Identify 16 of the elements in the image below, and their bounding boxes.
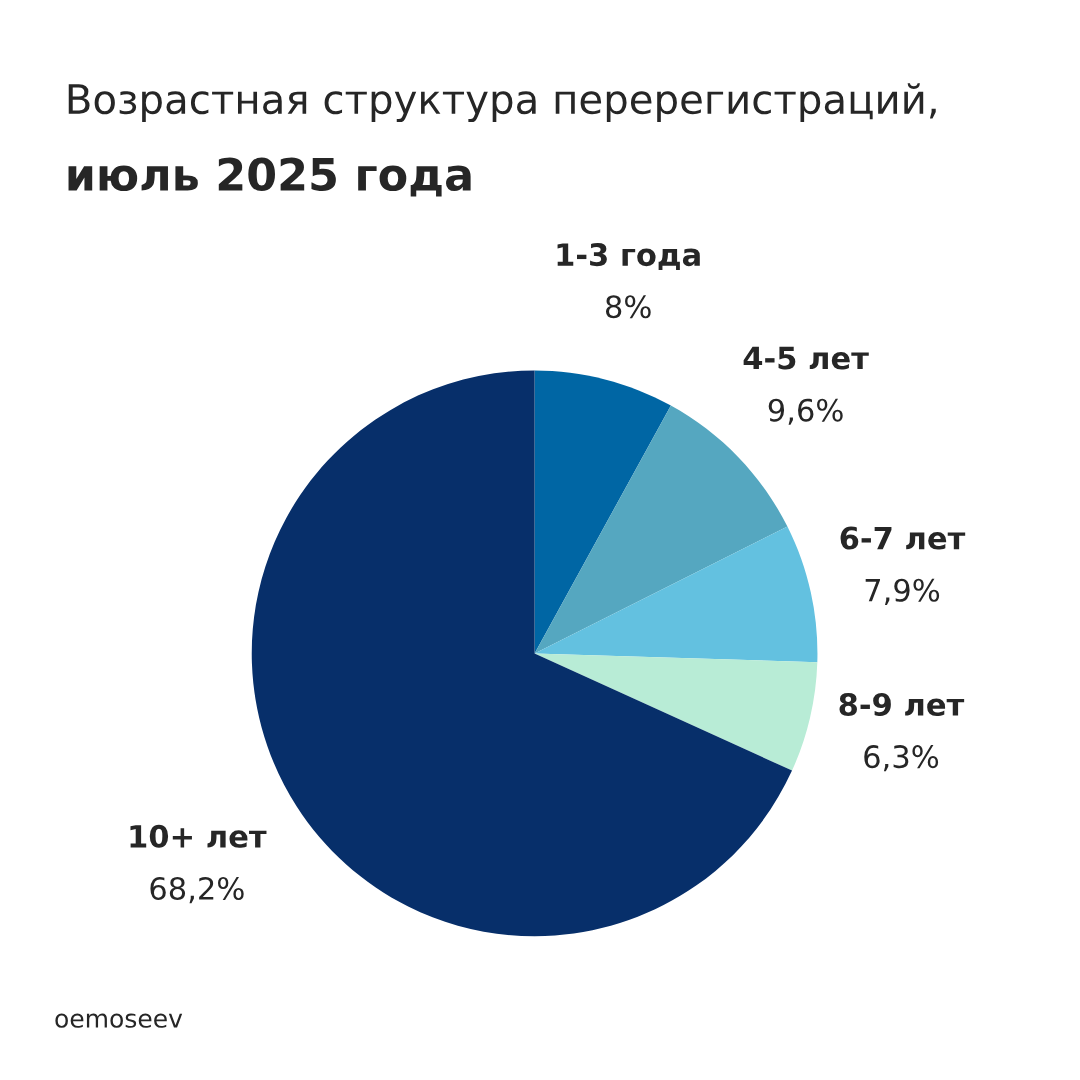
data-label: 8% <box>605 295 651 319</box>
data-label: 6,3% <box>864 745 939 772</box>
slice-label: 1-3 года <box>557 243 700 270</box>
chart-title: Возрастная структура перерегистраций, <box>68 83 936 123</box>
slice-label: 8-9 лет <box>839 692 965 717</box>
pie-slice <box>534 526 818 663</box>
text: oemoseev <box>55 1013 183 1028</box>
pie-slice <box>534 370 671 654</box>
data-label: 68,2% <box>150 876 244 904</box>
slice-label: 4-5 лет <box>743 346 869 370</box>
pie-slice <box>534 653 818 771</box>
data-label: 7,9% <box>865 578 940 605</box>
data-label: 9,6% <box>768 398 843 425</box>
slice-label: 6-7 лет <box>840 526 966 550</box>
slice-label: 10+ лет <box>130 824 267 848</box>
chart-subtitle: июль 2025 года <box>68 157 471 197</box>
